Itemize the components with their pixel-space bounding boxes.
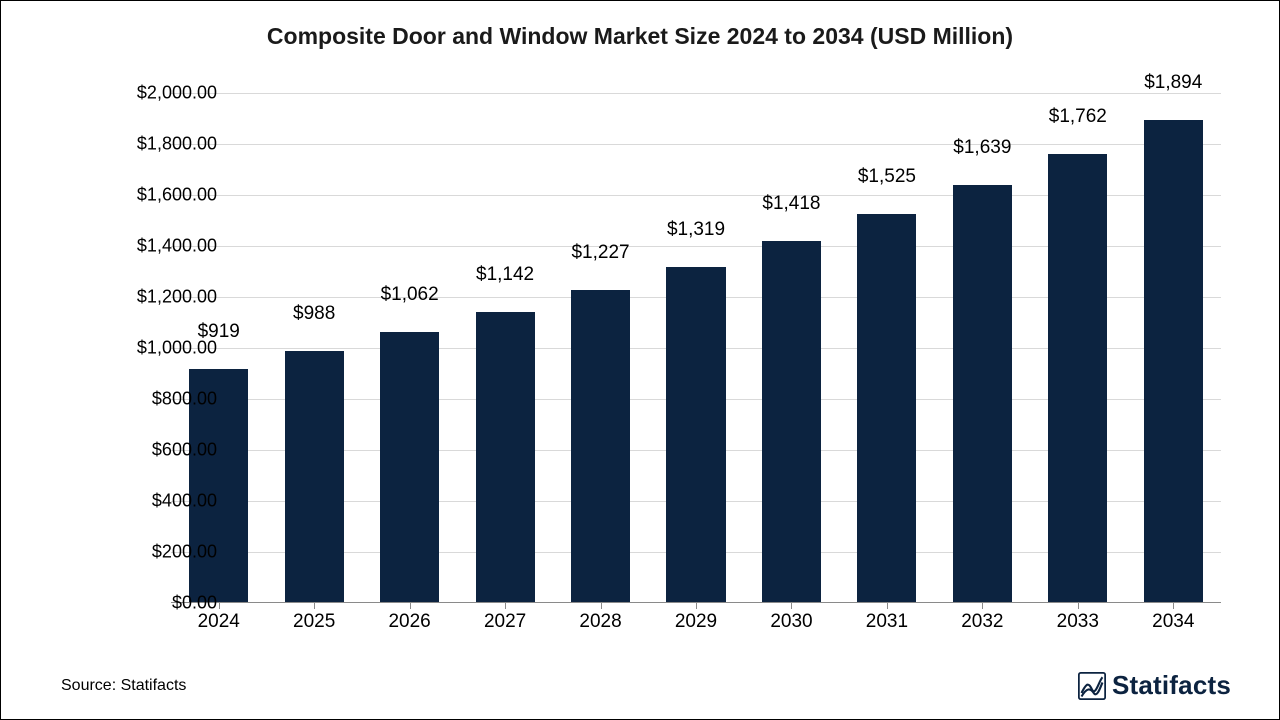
y-tick-label: $600.00 [117,440,217,461]
x-tick-label: 2033 [1057,611,1099,633]
x-tick-label: 2027 [484,611,526,633]
x-axis-labels: 2024 2025 2026 2027 2028 2029 2030 2031 2032 2033… [171,607,1221,637]
plot-area: $919$988$1,062$1,142$1,227$1,319$1,418$1… [171,93,1221,603]
statifacts-icon [1078,672,1106,700]
bar-value-label: $1,319 [667,219,725,241]
bar [857,214,916,603]
y-tick-label: $400.00 [117,491,217,512]
y-tick-label: $800.00 [117,389,217,410]
bar [953,185,1012,603]
bar [1144,120,1203,603]
bar-value-label: $1,639 [953,137,1011,159]
x-tick-label: 2024 [198,611,240,633]
source-text: Source: Statifacts [61,677,186,695]
y-tick-label: $1,600.00 [117,185,217,206]
x-tick-label: 2025 [293,611,335,633]
y-tick-label: $1,400.00 [117,236,217,257]
bar-value-label: $1,227 [571,242,629,264]
y-tick-label: $200.00 [117,542,217,563]
x-axis-line [171,602,1221,603]
bar [762,241,821,603]
bar [666,267,725,603]
bar-value-label: $1,525 [858,166,916,188]
brand-logo: Statifacts [1078,670,1231,701]
bar [571,290,630,603]
y-tick-label: $2,000.00 [117,83,217,104]
bar [380,332,439,603]
x-tick-label: 2028 [579,611,621,633]
bar-value-label: $1,062 [381,284,439,306]
x-tick-label: 2029 [675,611,717,633]
bar-value-label: $1,762 [1049,106,1107,128]
bar [1048,154,1107,603]
bar [476,312,535,603]
y-tick-label: $1,200.00 [117,287,217,308]
chart-title: Composite Door and Window Market Size 20… [1,23,1279,50]
bar-value-label: $1,418 [762,193,820,215]
bars-layer: $919$988$1,062$1,142$1,227$1,319$1,418$1… [171,93,1221,603]
bar-value-label: $988 [293,303,335,325]
bar [285,351,344,603]
x-tick-label: 2030 [770,611,812,633]
x-tick-label: 2026 [388,611,430,633]
bar-value-label: $1,894 [1144,72,1202,94]
bar-value-label: $1,142 [476,264,534,286]
x-tick-label: 2032 [961,611,1003,633]
chart-frame: Composite Door and Window Market Size 20… [0,0,1280,720]
y-tick-label: $1,800.00 [117,134,217,155]
x-tick-label: 2031 [866,611,908,633]
brand-text: Statifacts [1112,670,1231,701]
y-tick-label: $1,000.00 [117,338,217,359]
x-tick-label: 2034 [1152,611,1194,633]
